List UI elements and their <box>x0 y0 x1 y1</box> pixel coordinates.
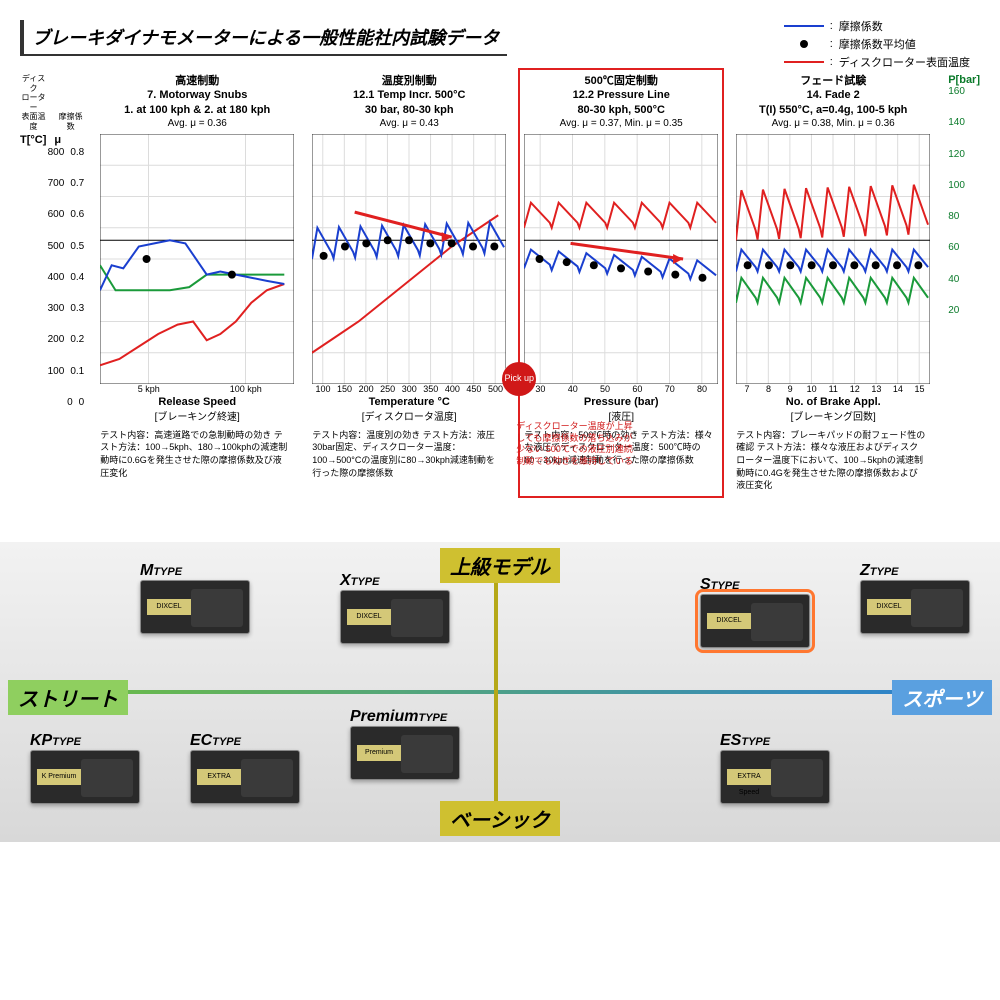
chart-2: 500℃固定制動12.2 Pressure Line80-30 kph, 500… <box>518 68 724 498</box>
legend: :摩擦係数 :摩擦係数平均値 :ディスクローター表面温度 <box>784 18 970 72</box>
label-left: ストリート <box>8 680 128 715</box>
product-x: XTYPEDIXCEL <box>340 572 458 644</box>
label-right: スポーツ <box>892 680 992 715</box>
legend-avg-dot <box>800 40 808 48</box>
label-top: 上級モデル <box>440 548 560 583</box>
product-map: 上級モデル ベーシック ストリート スポーツ MTYPEDIXCEL XTYPED… <box>0 542 1000 842</box>
main-title: ブレーキダイナモメーターによる一般性能社内試験データ <box>32 28 499 48</box>
pickup-badge: Pick up <box>502 362 536 396</box>
product-premium: PremiumTYPEPremium <box>350 708 468 780</box>
legend-temp-line <box>784 61 824 63</box>
horizontal-axis <box>30 690 970 694</box>
chart-3: フェード試験14. Fade 2T(I) 550°C, a=0.4g, 100-… <box>736 74 930 492</box>
product-kp: KPTYPEK Premium <box>30 732 148 804</box>
product-z: ZTYPEDIXCEL <box>860 562 978 634</box>
y-axis-left-labels: ディスクローター表面温度 摩擦係数 T[°C]μ 8000.87000.7600… <box>20 74 84 492</box>
y-axis-right-labels: P[bar] 16014012010080604020 <box>948 74 980 492</box>
product-s: STYPEDIXCEL <box>700 576 818 648</box>
legend-mu-line <box>784 25 824 27</box>
title-box: ブレーキダイナモメーターによる一般性能社内試験データ <box>20 20 507 56</box>
chart-0: 高速制動7. Motorway Snubs1. at 100 kph & 2. … <box>100 74 294 492</box>
vertical-axis <box>494 572 498 812</box>
product-ec: ECTYPEEXTRA <box>190 732 308 804</box>
label-bottom: ベーシック <box>440 801 560 836</box>
product-es: ESTYPEEXTRA Speed <box>720 732 838 804</box>
charts-row: ディスクローター表面温度 摩擦係数 T[°C]μ 8000.87000.7600… <box>20 74 980 492</box>
chart-1: 温度別制動12.1 Temp Incr. 500°C30 bar, 80-30 … <box>312 74 506 492</box>
product-m: MTYPEDIXCEL <box>140 562 258 634</box>
charts-section: ブレーキダイナモメーターによる一般性能社内試験データ :摩擦係数 :摩擦係数平均… <box>0 0 1000 512</box>
